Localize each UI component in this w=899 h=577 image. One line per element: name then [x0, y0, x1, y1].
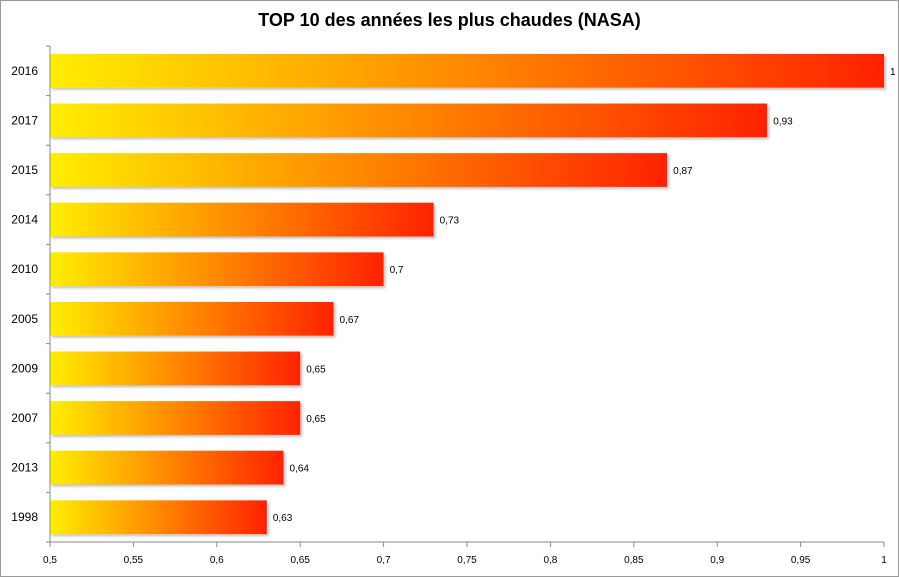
category-label-2005: 2005	[11, 312, 38, 326]
bars-group: 1 0,93 0,87 0,73 0,7 0,67 0,65 0,65 0,64 0,63	[50, 53, 896, 535]
chart-title: TOP 10 des années les plus chaudes (NASA…	[258, 10, 641, 30]
x-tick-label: 0,65	[290, 555, 310, 566]
bar-2010	[50, 252, 384, 287]
category-label-2017: 2017	[11, 113, 38, 127]
x-tick-label: 0,6	[210, 555, 224, 566]
x-tick-label: 1	[881, 555, 887, 566]
bar-2016	[50, 53, 884, 88]
x-tick-label: 0,8	[543, 555, 557, 566]
bar-2007	[50, 401, 301, 435]
category-label-2007: 2007	[11, 411, 38, 425]
axes-group: 2016 2017 2015 2014 2010 2005 2009 2007 2013 1998…	[11, 45, 887, 566]
bar-2005	[50, 301, 334, 336]
category-label-2015: 2015	[11, 163, 38, 177]
category-label-2010: 2010	[11, 262, 38, 276]
data-label-2016: 1	[890, 67, 896, 78]
data-label-1998: 0,63	[273, 513, 293, 524]
x-tick-label: 0,95	[791, 555, 811, 566]
bar-2014	[50, 202, 434, 237]
bar-2015	[50, 153, 668, 187]
bar-2017	[50, 103, 768, 138]
data-label-2017: 0,93	[773, 116, 793, 127]
category-label-2016: 2016	[11, 64, 38, 78]
bar-2013	[50, 450, 284, 485]
data-label-2015: 0,87	[673, 166, 693, 177]
category-label-2009: 2009	[11, 361, 38, 375]
x-tick-label: 0,9	[710, 555, 724, 566]
x-tick-label: 0,55	[124, 555, 144, 566]
data-label-2013: 0,64	[290, 464, 310, 475]
category-label-2014: 2014	[11, 213, 38, 227]
data-label-2010: 0,7	[390, 265, 404, 276]
category-label-1998: 1998	[11, 510, 38, 524]
data-label-2007: 0,65	[306, 414, 326, 425]
category-label-2013: 2013	[11, 461, 38, 475]
x-tick-label: 0,7	[377, 555, 391, 566]
data-label-2005: 0,67	[340, 315, 360, 326]
bar-2009	[50, 351, 301, 386]
bar-1998	[50, 500, 267, 535]
data-label-2009: 0,65	[306, 364, 326, 375]
data-label-2014: 0,73	[440, 216, 460, 227]
x-tick-label: 0,75	[457, 555, 477, 566]
x-tick-label: 0,5	[43, 555, 57, 566]
x-tick-label: 0,85	[624, 555, 644, 566]
